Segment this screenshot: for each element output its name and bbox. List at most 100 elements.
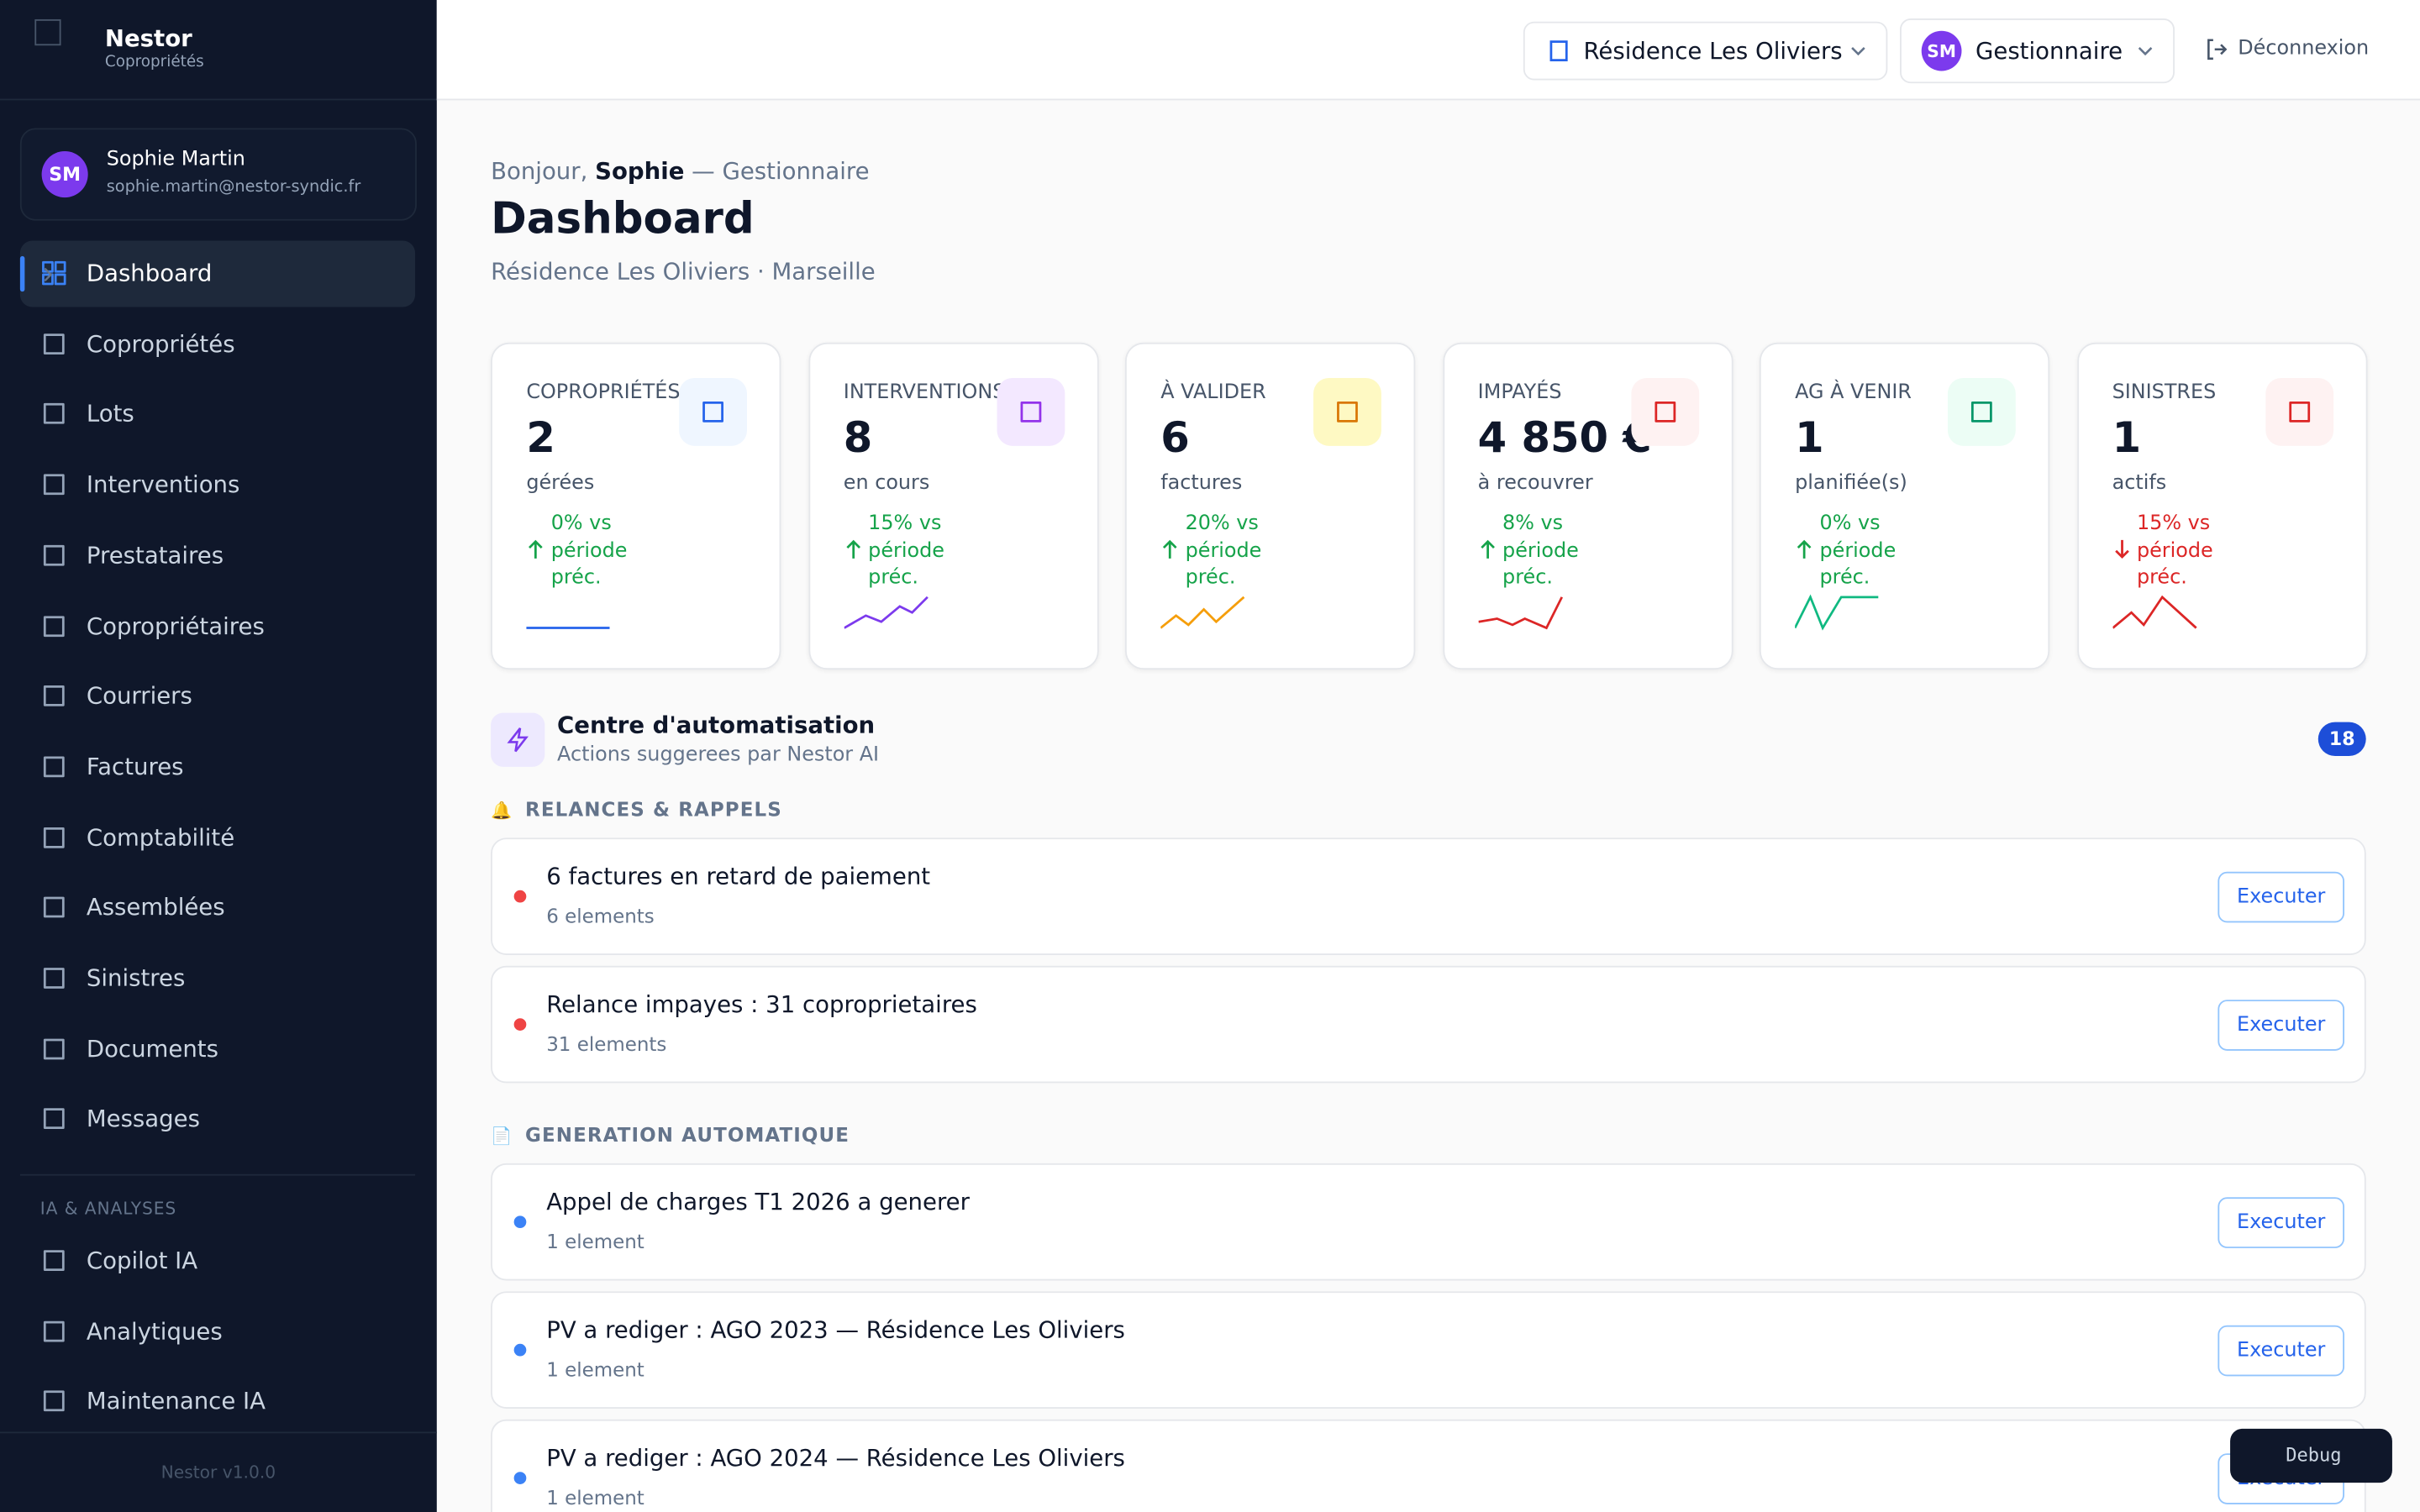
kpi-label: SINISTRES [2112, 381, 2217, 405]
residence: Résidence Les Oliviers [1583, 37, 1843, 66]
nav-item[interactable]: Copropriétaires [20, 593, 415, 659]
nav-item[interactable]: Copilot IA [20, 1228, 415, 1294]
kpi-trend: 20% vs période préc. [1185, 512, 1262, 590]
nav-label: Messages [86, 1105, 200, 1133]
group-icon: 🔔 [491, 801, 513, 822]
nav-item[interactable]: Courriers [20, 664, 415, 730]
automation-count: 18 [2317, 722, 2366, 757]
icon [507, 727, 529, 753]
nav-item[interactable]: Maintenance IA [20, 1369, 415, 1436]
item-title: 6 factures en retard de paiement [546, 862, 931, 890]
logout[interactable]: Déconnexion [2204, 37, 2369, 60]
kpi-icon [679, 378, 747, 446]
nav-label: Assemblées [86, 894, 225, 922]
icon [43, 897, 65, 918]
nav-item[interactable]: Interventions [20, 452, 415, 518]
kpi-unit: à recouvrer [1477, 472, 1593, 496]
execute-button[interactable]: Executer [2217, 999, 2345, 1051]
nav-item[interactable]: Documents [20, 1016, 415, 1083]
kpi-trend: 0% vs période préc. [550, 512, 628, 590]
nav-item[interactable]: Factures [20, 734, 415, 801]
nav-label: Copilot IA [86, 1247, 198, 1275]
nav-item[interactable]: Dashboard [19, 240, 416, 307]
status-dot [513, 1343, 527, 1357]
automation-title: Centre d'automatisation [557, 711, 876, 739]
nav-item[interactable]: Analytiques [20, 1299, 415, 1365]
kpi-card: AG À VENIR 1 planifiée(s) 0% vs période pré… [1759, 342, 2050, 670]
action-item: Appel de charges T1 2026 a generer 1 elem… [491, 1163, 2366, 1282]
page-title: Dashboard [491, 192, 755, 244]
role-select[interactable]: SM Gestionnaire [1900, 18, 2175, 84]
nav-item[interactable]: Prestataires [20, 522, 415, 589]
icon [1337, 402, 1358, 423]
kpi-value: 6 [1160, 415, 1190, 464]
icon [43, 1038, 65, 1059]
kpi-label: AG À VENIR [1795, 381, 1912, 405]
avatar: SM [41, 151, 88, 198]
nav-item[interactable]: Assemblées [20, 875, 415, 942]
action-item: PV a rediger : AGO 2024 — Résidence Les … [491, 1419, 2366, 1512]
icon [43, 1320, 65, 1341]
nav-item[interactable]: Copropriétés [20, 311, 415, 377]
kpi-trend: 8% vs période préc. [1502, 512, 1579, 590]
greeting: Bonjour, [491, 157, 588, 186]
icon [43, 1250, 65, 1272]
kpi-card: SINISTRES 1 actifs 15% vs période préc. [2076, 342, 2367, 670]
kpi-trend: 15% vs période préc. [868, 512, 944, 590]
greeting-line: Bonjour, Sophie — Gestionnaire [491, 157, 870, 185]
icon [702, 402, 723, 423]
execute-button[interactable]: Executer [2217, 1198, 2345, 1249]
kpi-label: INTERVENTIONS [843, 381, 1006, 405]
kpi-unit: actifs [2112, 472, 2167, 496]
kpi-unit: planifiée(s) [1795, 472, 1907, 496]
item-detail: 1 element [546, 1357, 644, 1382]
item-detail: 6 elements [546, 904, 655, 927]
item-title: PV a rediger : AGO 2023 — Résidence Les … [546, 1315, 1125, 1344]
nav-label: Sinistres [86, 963, 186, 993]
brand: Nestor [104, 24, 192, 53]
execute-button[interactable]: Executer [2217, 871, 2345, 923]
logout-label: Déconnexion [2238, 37, 2370, 60]
automation-subtitle: Actions suggerees par Nestor AI [557, 743, 880, 767]
item-detail: 31 elements [546, 1032, 667, 1055]
kpi-unit: gérées [526, 472, 595, 496]
icon [43, 333, 65, 354]
sparkline [843, 596, 928, 629]
sparkline [1795, 594, 1879, 631]
status-dot [513, 1216, 527, 1229]
icon [1549, 40, 1568, 62]
version: Nestor v1.0.0 [160, 1462, 276, 1483]
icon [1019, 402, 1041, 423]
icon [43, 615, 65, 637]
nav-label: Courriers [86, 682, 192, 711]
kpi-icon [2265, 378, 2333, 446]
nav-label: Interventions [86, 470, 240, 499]
residence-select[interactable]: Résidence Les Oliviers [1523, 21, 1888, 81]
item-title: Appel de charges T1 2026 a generer [546, 1189, 970, 1217]
icon [2288, 402, 2310, 423]
icon [43, 685, 65, 707]
kpi-icon [1947, 378, 2016, 446]
kpi-icon [1630, 378, 1699, 446]
user-card[interactable]: SM Sophie Martin sophie.martin@nestor-sy… [19, 128, 417, 221]
trend-arrow [1162, 539, 1177, 559]
nav-section: IA & ANALYSES [39, 1199, 177, 1220]
icon [1970, 402, 1992, 423]
trend-arrow [529, 539, 543, 559]
group-title: 📄 GENERATION AUTOMATIQUE [491, 1124, 850, 1147]
nav-item[interactable]: Messages [20, 1087, 415, 1153]
kpi-card: INTERVENTIONS 8 en cours 15% vs période pré… [808, 342, 1098, 670]
nav-item[interactable]: Sinistres [20, 946, 415, 1012]
group-label: GENERATION AUTOMATIQUE [525, 1123, 850, 1147]
execute-button[interactable]: Executer [2217, 1325, 2345, 1377]
nav-item[interactable]: Comptabilité [20, 805, 415, 871]
nav-label: Copropriétés [86, 329, 235, 358]
debug-button[interactable]: Debug [2230, 1428, 2392, 1483]
kpi-label: COPROPRIÉTÉS [526, 381, 681, 405]
status-dot [513, 890, 527, 903]
nav-item[interactable]: Lots [20, 381, 415, 448]
separator [19, 1173, 416, 1176]
nav-label: Factures [86, 753, 184, 781]
kpi-icon [1313, 378, 1381, 446]
